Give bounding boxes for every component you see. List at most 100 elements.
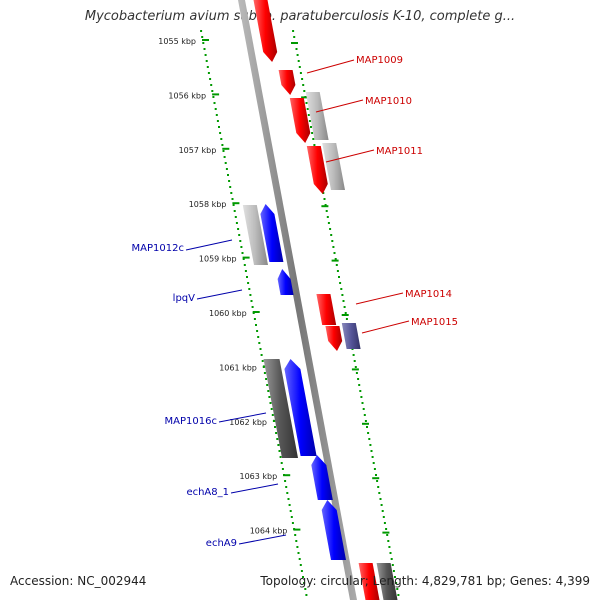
arrow-map1008[interactable] <box>253 0 278 62</box>
track-dot <box>287 498 290 500</box>
track-dot <box>383 522 386 524</box>
gene-label-map1010[interactable]: MAP1010 <box>365 96 412 107</box>
track-dot <box>329 228 332 230</box>
track-dot <box>341 294 344 296</box>
block-dark-bottom[interactable] <box>376 563 398 600</box>
track-dot <box>382 516 385 518</box>
leader-map1012c <box>185 239 233 251</box>
arrow-map1011[interactable] <box>306 146 328 194</box>
gene-label-map1012c[interactable]: MAP1012c <box>132 243 184 254</box>
track-dot <box>352 354 355 356</box>
track-dot <box>379 498 382 500</box>
track-dot <box>380 504 383 506</box>
track-dot <box>305 102 308 104</box>
track-dot <box>280 462 283 464</box>
track-dot <box>222 150 225 152</box>
track-dot <box>373 468 376 470</box>
track-dot <box>296 546 299 548</box>
gene-label-echa9[interactable]: echA9 <box>206 538 237 549</box>
block-purple[interactable] <box>341 323 361 349</box>
track-dot <box>206 66 209 68</box>
tick-label: 1056 kbp <box>168 91 206 100</box>
track-dot <box>299 72 302 74</box>
block-red-bottom[interactable] <box>358 563 380 600</box>
track-dot <box>281 468 284 470</box>
track-dot <box>277 444 280 446</box>
track-dot <box>284 480 287 482</box>
track-dot <box>227 174 229 176</box>
tick-label: 1064 kbp <box>250 527 288 536</box>
track-dot <box>219 132 222 134</box>
track-dot <box>300 570 303 572</box>
track-dot <box>327 222 330 224</box>
gene-label-map1011[interactable]: MAP1011 <box>376 146 423 157</box>
track-dot <box>270 408 273 410</box>
track-dot <box>253 318 256 320</box>
track-dot <box>268 396 271 398</box>
leader-map1016c <box>218 412 267 423</box>
track-dot <box>213 102 216 104</box>
tick-label: 1057 kbp <box>179 146 217 155</box>
track-dot <box>295 48 298 50</box>
gene-label-echa8-1[interactable]: echA8_1 <box>186 487 229 498</box>
track-dot <box>297 60 300 62</box>
track-dot <box>266 384 269 386</box>
track-dot <box>389 552 392 554</box>
track-dot <box>381 510 384 512</box>
arrow-map1009[interactable] <box>278 70 296 95</box>
gene-label-map1015[interactable]: MAP1015 <box>411 317 458 328</box>
track-dot <box>275 432 278 434</box>
gene-arrows <box>242 0 398 600</box>
track-dot <box>376 480 379 482</box>
track-dot <box>276 438 279 440</box>
arrow-map1012c[interactable] <box>260 204 284 262</box>
arrow-map1015[interactable] <box>325 326 343 351</box>
gene-label-lpqv[interactable]: lpqV <box>173 293 195 304</box>
arrow-echa8-1[interactable] <box>311 455 333 500</box>
track-dot <box>330 234 333 236</box>
track-dot <box>288 504 291 506</box>
block-dark[interactable] <box>263 359 299 458</box>
leader-map1009 <box>306 59 355 74</box>
track-dot <box>261 360 264 362</box>
block-map1014[interactable] <box>316 294 337 325</box>
block-gray-1[interactable] <box>305 92 329 140</box>
tick-label: 1060 kbp <box>209 309 247 318</box>
track-dot <box>210 84 213 86</box>
leader-echa9 <box>238 534 287 545</box>
tick-label: 1061 kbp <box>219 363 257 372</box>
leader-map1015 <box>361 320 410 334</box>
leader-lpqv <box>196 289 243 300</box>
track-dot <box>224 162 227 164</box>
track-dot <box>242 258 245 260</box>
arrow-echa9[interactable] <box>321 500 346 560</box>
track-dot <box>203 48 206 50</box>
track-dot <box>263 372 266 374</box>
track-dot <box>225 168 228 170</box>
track-dot <box>250 300 253 302</box>
track-dot <box>200 30 203 32</box>
track-dot <box>357 378 360 380</box>
track-dot <box>228 180 231 182</box>
arrow-map1010[interactable] <box>289 98 311 143</box>
block-gray-3[interactable] <box>242 205 268 265</box>
track-dot <box>306 108 309 110</box>
track-dot <box>364 420 367 422</box>
gene-label-map1016c[interactable]: MAP1016c <box>165 416 217 427</box>
track-dot <box>298 558 301 560</box>
gene-label-map1009[interactable]: MAP1009 <box>356 55 403 66</box>
track-dot <box>258 342 261 344</box>
track-dot <box>392 570 395 572</box>
arrow-map1016c[interactable] <box>284 359 317 456</box>
block-gray-2[interactable] <box>322 143 345 190</box>
track-dot <box>358 384 361 386</box>
track-dot <box>296 54 299 56</box>
genome-backbone <box>238 0 357 600</box>
track-dot <box>339 282 342 284</box>
gene-label-map1014[interactable]: MAP1014 <box>405 289 452 300</box>
track-dot <box>323 198 326 200</box>
track-dot <box>289 510 292 512</box>
arrow-lpqv[interactable] <box>277 269 294 295</box>
tick-label: 1062 kbp <box>229 418 267 427</box>
